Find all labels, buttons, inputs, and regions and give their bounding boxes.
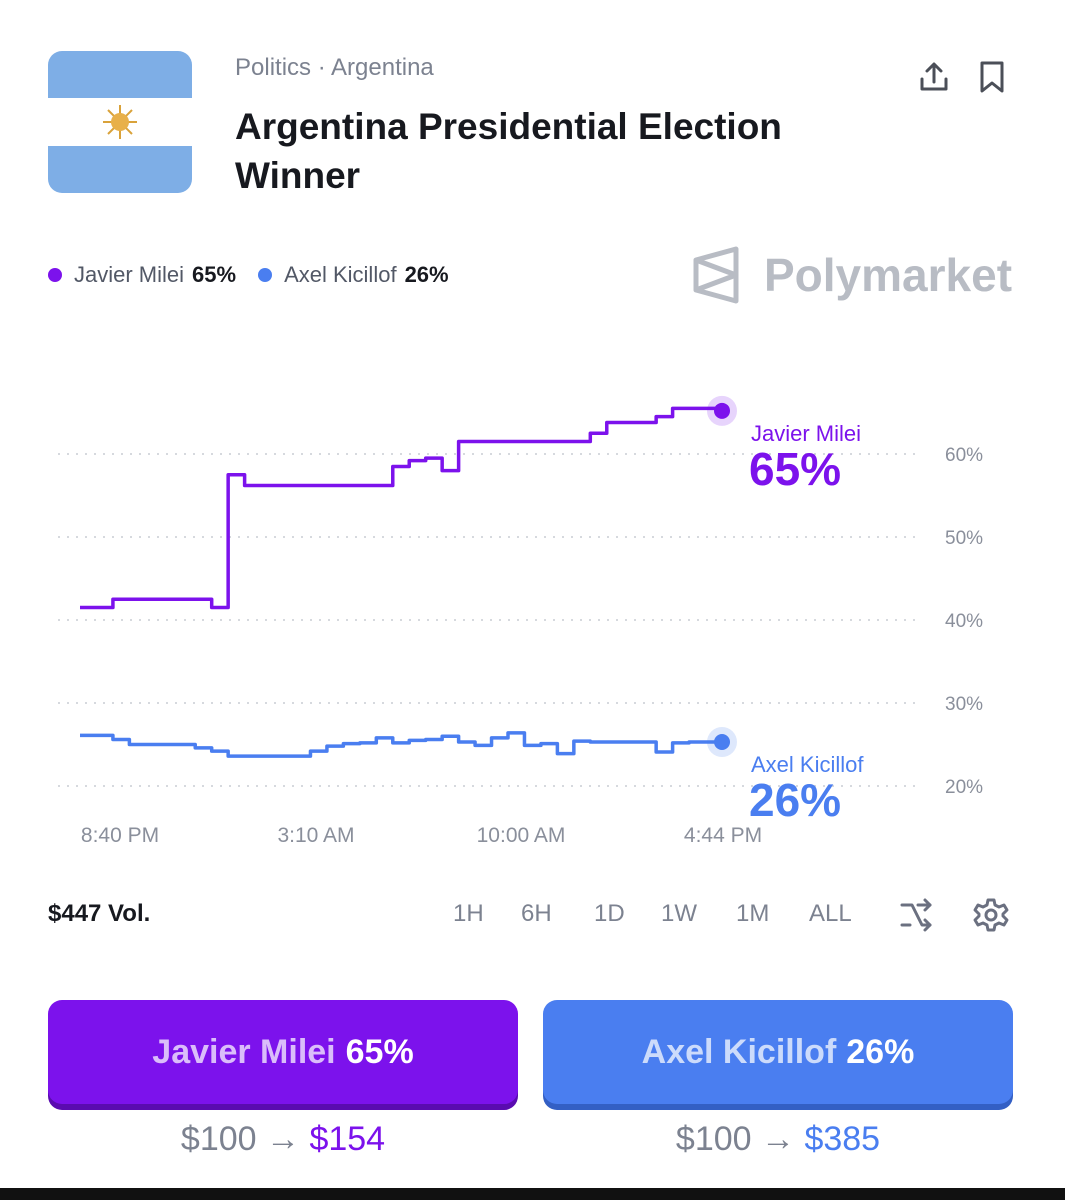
screen-bottom-bar — [0, 1188, 1065, 1200]
y-tick-label: 50% — [945, 528, 983, 549]
payout-return: $154 — [309, 1120, 386, 1158]
range-1w-button[interactable]: 1W — [661, 900, 697, 927]
market-title: Argentina Presidential Election Winner — [235, 106, 782, 196]
polymarket-brand: Polymarket — [690, 246, 1012, 304]
legend-name: Javier Milei — [74, 262, 185, 287]
shuffle-button[interactable] — [896, 895, 936, 935]
range-1h-button[interactable]: 1H — [453, 900, 484, 927]
flag-bottom-band — [48, 146, 192, 193]
series-line-milei — [80, 406, 724, 610]
y-tick-label: 60% — [945, 445, 983, 466]
range-6h-button[interactable]: 6H — [521, 900, 552, 927]
market-category: Politics · Argentina — [235, 54, 434, 81]
legend-name: Axel Kicillof — [284, 262, 397, 287]
outcome-name: Javier Milei — [152, 1032, 336, 1071]
payout-arrow: → — [266, 1120, 300, 1158]
payout-stake: $100 — [675, 1120, 752, 1158]
sun-of-may-icon — [103, 105, 137, 139]
price-history-chart: 20% 30% 40% 50% 60% 8:40 PM 3:10 AM 10:00 AM 4:4… — [58, 395, 983, 847]
bookmark-icon — [980, 61, 1004, 93]
buy-kicillof-button[interactable]: Axel Kicillof 26% — [543, 1000, 1013, 1104]
y-tick-label: 40% — [945, 611, 983, 632]
brand-name: Polymarket — [764, 249, 1013, 301]
payout-stake: $100 — [180, 1120, 257, 1158]
bookmark-button[interactable] — [972, 57, 1012, 97]
payout-kicillof: $100 → $385 — [543, 1120, 1013, 1159]
x-tick-label: 10:00 AM — [477, 824, 566, 847]
range-1d-button[interactable]: 1D — [594, 900, 625, 927]
outcome-pct: 65% — [345, 1032, 414, 1071]
range-1m-button[interactable]: 1M — [736, 900, 770, 927]
legend-value: 26% — [404, 262, 449, 287]
legend-dot-icon — [258, 268, 273, 282]
series-end-point — [714, 734, 730, 751]
share-icon — [920, 62, 948, 91]
series-end-name: Javier Milei — [751, 421, 861, 446]
series-end-name: Axel Kicillof — [751, 752, 864, 777]
flag-top-band — [48, 51, 192, 98]
buy-milei-button[interactable]: Javier Milei 65% — [48, 1000, 518, 1104]
legend-value: 65% — [192, 262, 237, 287]
series-end-point — [714, 402, 730, 419]
x-tick-label: 8:40 PM — [81, 824, 159, 847]
legend-item-kicillof: Axel Kicillof 26% — [258, 262, 449, 288]
shuffle-icon — [900, 898, 932, 932]
legend-dot-icon — [48, 268, 62, 282]
legend-item-milei: Javier Milei 65% — [48, 262, 236, 288]
payout-arrow: → — [761, 1120, 795, 1158]
market-flag-image — [48, 51, 192, 193]
share-button[interactable] — [914, 57, 954, 97]
y-tick-label: 20% — [945, 777, 983, 798]
series-end-value: 65% — [749, 443, 841, 495]
gear-icon — [973, 898, 1009, 932]
outcome-pct: 26% — [846, 1032, 915, 1071]
volume-label: $447 Vol. — [48, 900, 151, 927]
chart-legend: Javier Milei 65% Axel Kicillof 26% — [48, 262, 471, 288]
range-all-button[interactable]: ALL — [809, 900, 852, 927]
series-end-value: 26% — [749, 774, 841, 826]
settings-button[interactable] — [971, 895, 1011, 935]
polymarket-logo-icon — [693, 246, 739, 304]
payout-milei: $100 → $154 — [48, 1120, 518, 1159]
series-line-kicillof — [80, 731, 722, 758]
x-tick-label: 3:10 AM — [277, 824, 354, 847]
x-tick-label: 4:44 PM — [684, 824, 762, 847]
y-tick-label: 30% — [945, 694, 983, 715]
payout-return: $385 — [804, 1120, 881, 1158]
outcome-name: Axel Kicillof — [641, 1032, 837, 1071]
